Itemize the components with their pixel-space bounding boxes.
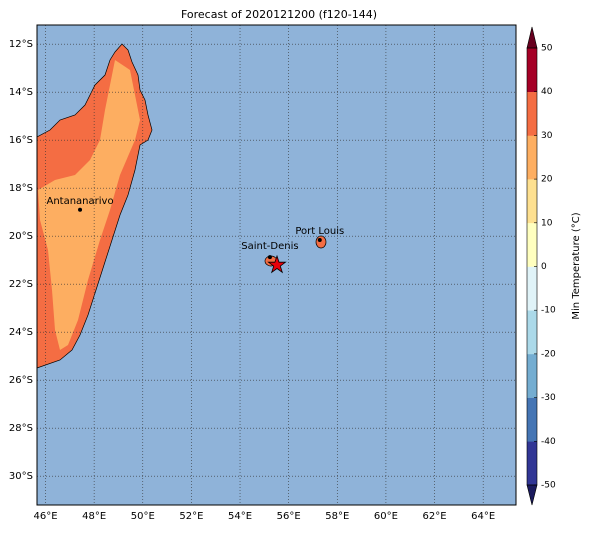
mauritius (315, 235, 327, 249)
colorbar-tick-label: 30 (541, 131, 553, 141)
colorbar-band (527, 222, 537, 267)
city-label: Port Louis (295, 226, 344, 237)
colorbar-tick-label: -20 (541, 349, 556, 359)
colorbar-tick-label: 0 (541, 262, 547, 272)
colorbar-band (527, 441, 537, 486)
colorbar-tick-label: 50 (541, 44, 553, 54)
x-tick-label: 62°E (423, 511, 447, 522)
x-tick-label: 50°E (131, 511, 155, 522)
colorbar: -50 -40 -30 -20 -10 0 10 20 30 40 50 (526, 26, 556, 506)
colorbar-band (527, 91, 537, 136)
land (36, 43, 327, 369)
colorbar-band (527, 353, 537, 398)
city-label: Saint-Denis (241, 241, 298, 252)
map-title: Forecast of 2020121200 (f120-144) (181, 8, 377, 21)
city-label: Antananarivo (46, 196, 113, 207)
map-frame (36, 24, 517, 506)
warm-region (38, 60, 140, 350)
colorbar-tick-label: 20 (541, 175, 553, 185)
y-tick-label: 18°S (9, 183, 33, 194)
colorbar-band (527, 179, 537, 224)
colorbar-tick-label: 40 (541, 87, 553, 97)
colorbar-band (527, 266, 537, 311)
y-tick-label: 28°S (9, 423, 33, 434)
cities: Antananarivo Saint-Denis Port Louis (46, 196, 344, 274)
colorbar-tick-label: -10 (541, 306, 556, 316)
x-tick-label: 48°E (82, 511, 106, 522)
y-tick-label: 16°S (9, 135, 33, 146)
x-tick-label: 60°E (374, 511, 398, 522)
grid (37, 25, 516, 505)
x-tick-label: 46°E (33, 511, 57, 522)
colorbar-band (527, 310, 537, 355)
x-tick-label: 54°E (228, 511, 252, 522)
colorbar-tick-label: -50 (541, 481, 556, 491)
star-marker (267, 254, 287, 274)
y-tick-label: 24°S (9, 327, 33, 338)
y-tick-label: 22°S (9, 279, 33, 290)
x-tick-label: 52°E (179, 511, 203, 522)
colorbar-band (527, 135, 537, 180)
city-point (78, 207, 83, 212)
y-tick-label: 12°S (9, 39, 33, 50)
colorbar-tick-label: -40 (541, 437, 556, 447)
x-tick-label: 56°E (277, 511, 301, 522)
y-tick-label: 26°S (9, 375, 33, 386)
y-tick-label: 20°S (9, 231, 33, 242)
y-tick-label: 30°S (9, 471, 33, 482)
colorbar-band (527, 397, 537, 442)
colorbar-label: Min Temperature (°C) (571, 212, 582, 319)
city-point (267, 255, 272, 260)
x-tick-label: 58°E (325, 511, 349, 522)
city-point (317, 238, 322, 243)
y-tick-label: 14°S (9, 87, 33, 98)
x-tick-label: 64°E (471, 511, 495, 522)
colorbar-under (526, 484, 538, 506)
colorbar-over (526, 26, 538, 49)
colorbar-band (527, 48, 537, 92)
colorbar-tick-label: -30 (541, 393, 556, 403)
colorbar-tick-label: 10 (541, 218, 553, 228)
